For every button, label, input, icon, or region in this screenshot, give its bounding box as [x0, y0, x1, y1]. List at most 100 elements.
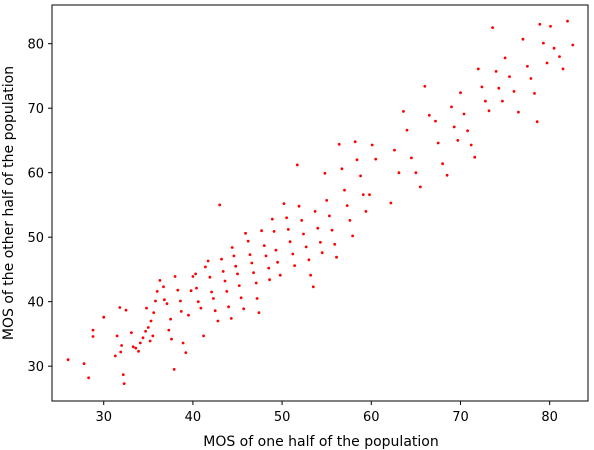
data-point: [216, 319, 220, 323]
data-point: [229, 317, 233, 320]
data-point: [262, 244, 266, 248]
data-point: [494, 70, 498, 73]
x-tick-label: 80: [541, 410, 558, 425]
data-point: [473, 155, 477, 159]
data-point: [351, 234, 354, 238]
data-point: [459, 91, 462, 95]
data-point: [225, 290, 229, 293]
data-point: [484, 99, 487, 103]
data-point: [199, 306, 203, 310]
data-point: [120, 344, 123, 347]
data-point: [348, 219, 352, 222]
data-point: [194, 272, 198, 276]
data-point: [549, 24, 552, 28]
data-point: [343, 188, 346, 192]
data-point: [491, 26, 494, 29]
data-point: [297, 204, 301, 208]
data-point: [146, 326, 150, 329]
data-point: [410, 156, 413, 160]
data-point: [291, 252, 295, 256]
data-point: [405, 128, 409, 132]
data-point: [122, 382, 126, 385]
data-point: [184, 351, 188, 354]
data-point: [151, 334, 155, 338]
data-point: [162, 285, 165, 289]
data-point: [234, 264, 238, 268]
data-point: [255, 297, 259, 300]
data-point: [571, 43, 575, 47]
data-point: [170, 337, 173, 341]
data-point: [521, 37, 525, 41]
data-point: [242, 307, 246, 311]
y-tick-label: 40: [27, 296, 44, 311]
data-point: [535, 120, 539, 124]
data-point: [335, 255, 338, 259]
data-point: [309, 273, 312, 277]
data-point: [295, 163, 299, 167]
data-point: [561, 67, 565, 71]
data-point: [91, 335, 95, 338]
data-point: [512, 90, 516, 93]
data-point: [374, 157, 378, 161]
data-point: [268, 278, 271, 282]
data-point: [359, 174, 362, 178]
data-point: [138, 341, 142, 345]
data-point: [82, 362, 86, 365]
data-point: [272, 230, 276, 233]
data-point: [393, 148, 396, 152]
y-tick-label: 50: [27, 231, 44, 246]
x-tick-label: 30: [95, 410, 112, 425]
y-tick-label: 70: [27, 102, 44, 117]
data-point: [418, 185, 422, 189]
data-point: [526, 64, 529, 68]
data-point: [149, 319, 153, 323]
data-point: [87, 376, 90, 380]
data-point: [204, 265, 207, 269]
data-point: [134, 346, 138, 350]
data-point: [316, 226, 320, 230]
data-point: [248, 253, 252, 256]
data-point: [337, 142, 341, 146]
data-point: [158, 279, 162, 282]
data-point: [227, 305, 231, 309]
data-point: [196, 300, 200, 304]
data-point: [480, 85, 484, 89]
data-point: [274, 248, 278, 252]
data-point: [124, 308, 128, 312]
data-point: [115, 334, 119, 338]
data-point: [250, 261, 254, 265]
data-point: [501, 99, 504, 103]
data-point: [487, 109, 491, 113]
data-point: [212, 297, 215, 300]
data-point: [529, 77, 533, 80]
data-point: [254, 281, 258, 285]
data-point: [436, 141, 440, 145]
data-point: [236, 272, 239, 276]
data-point: [293, 264, 296, 267]
data-point: [325, 199, 329, 202]
data-point: [288, 240, 292, 244]
data-point: [119, 350, 123, 354]
data-point: [307, 258, 311, 262]
y-axis-label: MOS of the other half of the population: [1, 66, 17, 340]
data-point: [264, 254, 268, 258]
data-point: [355, 158, 359, 162]
data-point: [66, 358, 70, 362]
data-point: [450, 105, 453, 109]
data-point: [221, 270, 225, 273]
data-point: [566, 19, 569, 23]
data-point: [328, 214, 331, 218]
x-tick-label: 70: [452, 410, 469, 425]
data-point: [148, 339, 152, 343]
data-point: [552, 46, 556, 50]
data-point: [466, 129, 469, 133]
data-point: [414, 171, 418, 175]
data-point: [311, 285, 315, 289]
data-point: [361, 193, 365, 197]
data-point: [121, 373, 125, 376]
data-point: [503, 56, 507, 60]
data-point: [542, 41, 545, 45]
data-point: [155, 290, 159, 293]
data-point: [102, 315, 106, 319]
